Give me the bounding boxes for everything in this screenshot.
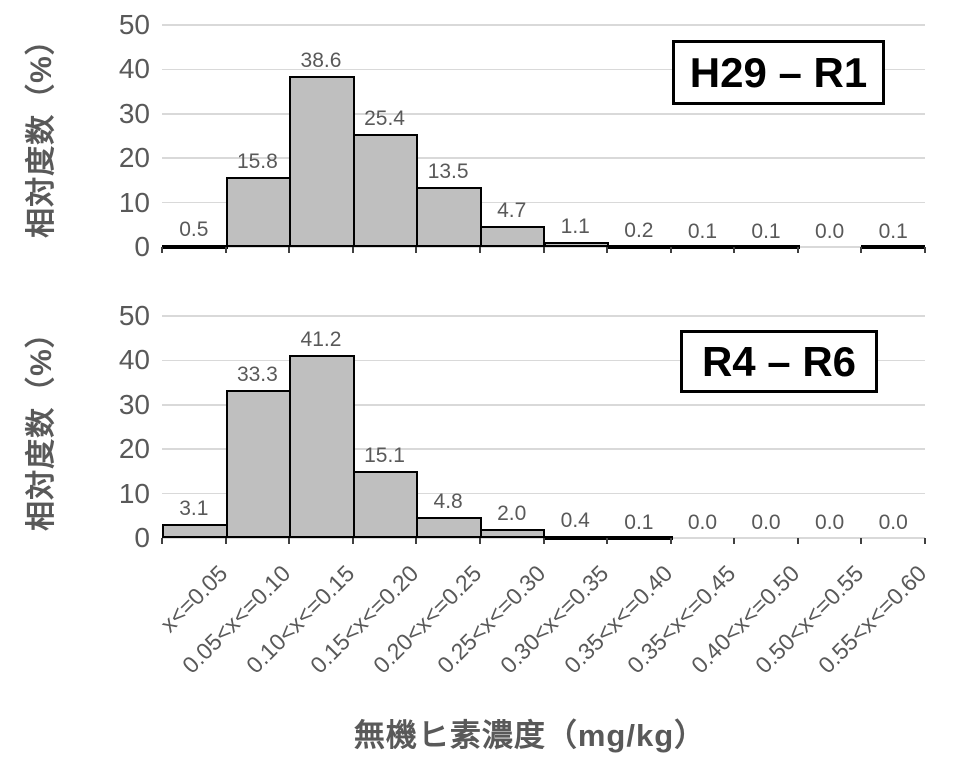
- y-tick-label: 20: [118, 433, 150, 465]
- x-axis-tick: [860, 247, 863, 253]
- bar: [352, 470, 419, 538]
- bar-value-label: 4.8: [433, 489, 463, 513]
- gridline: [162, 157, 925, 159]
- panel-label-box: R4 – R6: [680, 330, 878, 393]
- gridline: [162, 201, 925, 204]
- y-tick-label: 30: [118, 97, 150, 129]
- plot-area: 3.1 33.3 41.2 15.1 4.8 2.0 0.4 0.1 0.0 0.0 0.0 0.0: [161, 315, 926, 544]
- x-axis-tick: [606, 538, 609, 544]
- bar: [289, 75, 355, 247]
- y-axis-ticks: 0 10 20 30 40 50: [58, 9, 150, 262]
- bar: [416, 187, 482, 247]
- bar: [225, 390, 292, 538]
- bar-value-label: 38.6: [300, 48, 342, 72]
- x-axis-title: 無機ヒ素濃度（mg/kg）: [353, 718, 707, 753]
- bar-value-label: 0.2: [624, 219, 654, 243]
- y-tick-label: 10: [118, 186, 150, 218]
- bar-value-label: 3.1: [179, 497, 209, 521]
- x-axis-tick: [860, 538, 863, 544]
- x-axis-tick: [733, 247, 736, 253]
- y-tick-label: 0: [134, 231, 150, 262]
- bar-value-label: 0.0: [751, 511, 781, 534]
- y-tick-label: 0: [134, 522, 150, 553]
- x-axis-tick: [161, 538, 163, 544]
- y-tick-label: 20: [118, 142, 150, 174]
- bar-value-label: 0.0: [815, 220, 845, 243]
- y-axis-ticks: 0 10 20 30 40 50: [58, 300, 150, 553]
- x-axis-tick: [669, 538, 672, 544]
- bar: [861, 244, 925, 249]
- bar-value-label: 0.1: [687, 219, 718, 243]
- x-axis-tick: [733, 538, 736, 544]
- bar: [734, 244, 800, 249]
- bar-value-label: 33.3: [236, 363, 278, 387]
- y-tick-label: 40: [118, 53, 150, 85]
- bar-value-label: 1.1: [560, 215, 590, 239]
- bar: [479, 226, 546, 247]
- y-tick-label: 10: [118, 477, 150, 509]
- x-axis-tick: [796, 247, 799, 253]
- gridline: [162, 404, 925, 406]
- bar-value-label: 0.0: [687, 511, 718, 534]
- bar-value-label: 0.0: [878, 511, 908, 534]
- x-axis-tick: [224, 538, 227, 544]
- plot-area: 0.5 15.8 38.6 25.4 13.5 4.7 1.1 0.2 0.1 0.1 0.0 0.1: [161, 24, 926, 253]
- x-axis-tick: [924, 538, 926, 544]
- bar-value-label: 0.1: [878, 219, 908, 243]
- x-axis-tick: [542, 538, 545, 544]
- panel-label-box: H29 – R1: [672, 40, 885, 105]
- y-tick-label: 50: [118, 9, 150, 40]
- gridline: [162, 359, 925, 362]
- y-tick-label: 50: [118, 300, 150, 331]
- bar-value-label: 15.8: [236, 149, 278, 173]
- bar: [225, 176, 292, 247]
- bar-value-label: 0.1: [624, 510, 654, 534]
- x-axis-tick: [415, 247, 418, 253]
- x-axis-tick: [924, 247, 926, 253]
- bar-value-label: 2.0: [497, 502, 527, 526]
- x-axis-tick: [478, 247, 481, 253]
- y-tick-label: 40: [118, 344, 150, 376]
- bar-value-label: 25.4: [364, 107, 405, 131]
- y-tick-label: 30: [118, 388, 150, 420]
- x-axis-tick: [288, 538, 291, 544]
- bar-value-label: 41.2: [300, 328, 342, 352]
- bar: [607, 535, 673, 540]
- x-axis-tick: [288, 247, 291, 253]
- x-axis-tick: [669, 247, 672, 253]
- panel-label: R4 – R6: [701, 337, 857, 385]
- x-axis-tick: [542, 247, 545, 253]
- bar: [416, 516, 482, 538]
- bar: [479, 529, 546, 538]
- gridline: [162, 492, 925, 495]
- gridline: [162, 315, 925, 317]
- x-axis-tick: [224, 247, 227, 253]
- bar-value-label: 15.1: [364, 443, 405, 467]
- bar-value-label: 0.1: [751, 219, 781, 243]
- bar-value-label: 0.4: [560, 509, 590, 533]
- x-axis-tick: [415, 538, 418, 544]
- bar-value-label: 13.5: [427, 160, 469, 184]
- gridline: [162, 113, 925, 115]
- x-axis-tick: [796, 538, 799, 544]
- gridline: [162, 448, 925, 450]
- panel-label: H29 – R1: [689, 48, 868, 96]
- x-axis-tick: [351, 538, 354, 544]
- bar-value-label: 0.5: [179, 217, 209, 241]
- bar-value-label: 0.0: [815, 511, 845, 534]
- x-axis-tick: [606, 247, 609, 253]
- x-axis-tick: [478, 538, 481, 544]
- x-axis-tick: [351, 247, 354, 253]
- gridline: [162, 68, 925, 71]
- bar-value-label: 4.7: [497, 199, 527, 223]
- gridline: [162, 24, 925, 26]
- bar: [289, 355, 355, 538]
- x-axis-tick: [161, 247, 163, 253]
